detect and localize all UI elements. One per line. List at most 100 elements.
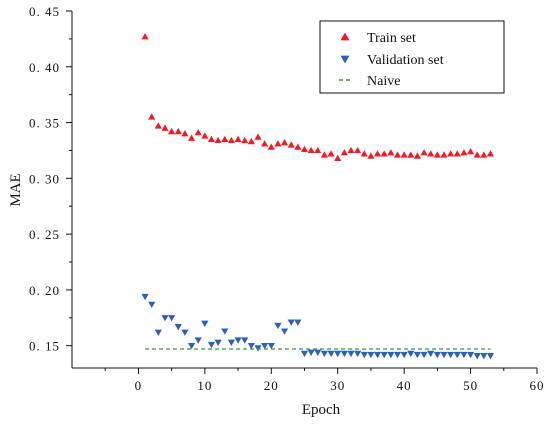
train-point [387, 149, 395, 156]
validation-point [453, 351, 461, 359]
y-axis-label: MAE [8, 173, 24, 206]
train-point [168, 127, 176, 135]
validation-point [354, 350, 362, 358]
train-point [307, 146, 315, 154]
validation-point [373, 351, 382, 359]
x-axis-label: Epoch [302, 402, 341, 418]
train-point [354, 146, 362, 154]
validation-point [433, 351, 441, 359]
train-point [287, 141, 295, 148]
validation-point [168, 315, 176, 322]
validation-point [320, 350, 329, 358]
validation-point [347, 350, 355, 358]
x-tick-label: 50 [463, 378, 478, 393]
x-tick-label: 10 [197, 378, 212, 393]
validation-point [486, 353, 495, 360]
train-point [393, 151, 402, 158]
y-tick-label: 0. 30 [29, 171, 60, 186]
train-point [453, 150, 461, 157]
train-point [433, 151, 441, 158]
train-point [360, 150, 368, 157]
tick-marks [66, 10, 538, 374]
validation-point [466, 351, 475, 359]
train-point [400, 151, 408, 158]
validation-point [194, 337, 202, 344]
train-point [227, 136, 236, 144]
y-tick-label: 0. 20 [29, 283, 60, 298]
train-point [367, 152, 375, 159]
train-point [154, 122, 162, 129]
series-train-set [141, 33, 495, 161]
x-tick-label: 40 [397, 378, 412, 393]
train-point [267, 143, 275, 150]
validation-point [181, 329, 189, 336]
validation-point [460, 351, 468, 359]
validation-point [241, 337, 249, 344]
legend-box [319, 20, 505, 94]
train-point [447, 150, 455, 157]
validation-point [201, 320, 209, 327]
validation-point [274, 322, 282, 330]
legend-marker-train [340, 32, 350, 41]
train-point [241, 136, 249, 144]
train-point [373, 150, 382, 157]
x-tick-label: 30 [330, 378, 345, 393]
train-point [327, 150, 335, 157]
train-point [254, 133, 262, 140]
validation-point [174, 324, 182, 331]
train-point [174, 127, 182, 135]
train-point [181, 130, 189, 137]
series-validation-set [141, 293, 495, 360]
validation-point [154, 329, 162, 336]
train-point [221, 135, 229, 142]
x-tick-label: 60 [530, 378, 545, 393]
train-point [161, 124, 169, 131]
validation-point [334, 350, 342, 358]
validation-point [420, 351, 428, 359]
y-tick-label: 0. 40 [29, 60, 60, 75]
tick-labels: 0 10 20 30 40 50 60 0. 15 0. 20 0. 25 0. 30 0. 35 0.… [29, 4, 545, 393]
train-point [314, 146, 322, 154]
y-tick-label: 0. 45 [29, 4, 60, 19]
validation-point [254, 345, 262, 352]
validation-point [221, 328, 229, 335]
validation-point [400, 351, 408, 359]
train-point [440, 151, 448, 158]
y-tick-label: 0. 25 [29, 227, 60, 242]
validation-point [427, 350, 435, 358]
train-point [261, 140, 269, 147]
train-point [247, 137, 255, 145]
train-point [280, 139, 289, 146]
validation-point [340, 350, 348, 358]
train-point [207, 135, 216, 142]
train-point [294, 143, 302, 150]
train-point [300, 145, 309, 153]
train-point [486, 150, 495, 157]
validation-point [161, 315, 169, 322]
y-tick-label: 0. 15 [29, 339, 60, 354]
train-point [141, 33, 149, 40]
validation-point [148, 301, 156, 309]
train-point [427, 150, 435, 157]
legend-marker-validation [340, 55, 350, 64]
validation-point [327, 350, 335, 358]
validation-point [141, 293, 149, 301]
x-tick-label: 0 [135, 378, 143, 393]
train-point [460, 149, 468, 156]
train-point [320, 151, 329, 158]
validation-point [393, 351, 402, 359]
train-point [148, 113, 156, 120]
validation-point [307, 349, 315, 356]
train-point [420, 149, 428, 156]
train-point [194, 129, 202, 136]
validation-point [360, 351, 368, 359]
validation-point [267, 342, 275, 350]
train-point [380, 150, 388, 157]
train-point [334, 154, 342, 161]
train-point [413, 152, 422, 159]
train-point [473, 151, 481, 158]
validation-point [234, 337, 242, 344]
train-point [340, 149, 348, 156]
validation-point [287, 319, 295, 326]
